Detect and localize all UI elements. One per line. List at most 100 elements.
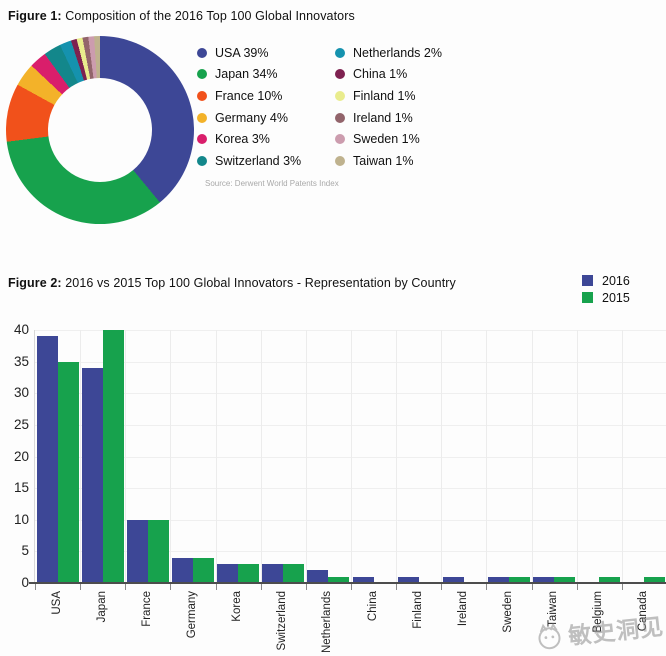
category-group-china (351, 330, 396, 583)
bar-2016-usa (36, 336, 58, 583)
gridline-vertical (396, 330, 398, 583)
gridline-vertical (125, 330, 127, 583)
figure1-title-bold: Figure 1: (8, 9, 62, 23)
figure1-title: Figure 1: Composition of the 2016 Top 10… (8, 9, 355, 23)
axis-tick (621, 583, 623, 590)
axis-tick (170, 583, 172, 590)
axis-tick (260, 583, 262, 590)
legend-color-dot (335, 134, 345, 145)
bar-chart-plot-area (34, 330, 666, 590)
y-axis-label: 30 (13, 385, 29, 401)
bar-2016-ireland (442, 576, 464, 583)
legend-label: Netherlands 2% (353, 45, 442, 60)
x-axis-label: France (140, 591, 153, 627)
gridline-horizontal (35, 361, 666, 363)
legend-item: Finland 1% (335, 85, 465, 107)
category-group-france (125, 330, 170, 583)
category-group-korea (216, 330, 261, 583)
y-axis-label: 10 (13, 511, 29, 527)
gridline-vertical (215, 330, 217, 583)
bar-2016-japan (81, 367, 103, 583)
legend-item: Switzerland 3% (197, 150, 333, 172)
bar-2015-switzerland (283, 564, 305, 583)
donut-chart (6, 36, 194, 224)
legend-label: Finland 1% (353, 88, 416, 103)
donut-legend-column-2: Netherlands 2% China 1% Finland 1% Ireland … (335, 42, 465, 172)
x-axis-label: Sweden (502, 591, 514, 633)
gridline-horizontal (35, 456, 666, 458)
category-group-usa (35, 330, 80, 583)
x-axis-label: Netherlands (321, 591, 334, 654)
bar-2015-germany (192, 557, 214, 583)
legend-label: France 10% (215, 88, 283, 103)
legend-item-2015: 2015 (582, 289, 630, 306)
legend-swatch-2015 (582, 292, 593, 303)
gridline-horizontal (35, 488, 666, 490)
bar-2016-germany (171, 557, 193, 583)
legend-item: China 1% (335, 64, 465, 86)
axis-tick (125, 583, 127, 590)
legend-label: Ireland 1% (353, 110, 413, 125)
legend-item: France 10% (197, 85, 333, 107)
legend-color-dot (197, 69, 207, 80)
category-group-taiwan (532, 330, 577, 583)
legend-label: Korea 3% (215, 132, 270, 147)
category-group-switzerland (261, 330, 306, 583)
legend-item: Germany 4% (197, 107, 333, 129)
category-group-canada (622, 330, 666, 583)
category-group-netherlands (306, 330, 351, 583)
gridline-vertical (170, 330, 172, 583)
gridline-horizontal (35, 519, 666, 521)
category-group-belgium (577, 330, 622, 583)
figure2-title: Figure 2: 2016 vs 2015 Top 100 Global In… (8, 276, 456, 290)
y-axis: 0 5 10 15 20 25 30 35 40 (0, 322, 29, 590)
y-axis-label: 0 (21, 575, 29, 590)
axis-tick (486, 583, 488, 590)
legend-item: Netherlands 2% (335, 42, 465, 64)
legend-item: Taiwan 1% (335, 150, 465, 172)
category-group-ireland (441, 330, 486, 583)
legend-color-dot (335, 69, 345, 80)
axis-tick (215, 583, 217, 590)
gridline-vertical (486, 330, 488, 583)
bar-2016-netherlands (307, 570, 329, 583)
axis-tick (531, 583, 533, 590)
legend-item: Sweden 1% (335, 128, 465, 150)
legend-label: Japan 34% (215, 67, 278, 82)
bar-2016-sweden (487, 576, 509, 583)
gridline-vertical (305, 330, 307, 583)
bar-2015-canada (644, 576, 666, 583)
legend-color-dot (197, 47, 207, 58)
legend-item: USA 39% (197, 42, 333, 64)
gridline-vertical (621, 330, 623, 583)
x-axis-label: Korea (231, 591, 244, 622)
legend-color-dot (335, 112, 345, 123)
bar-2015-taiwan (554, 576, 576, 583)
axis-tick (351, 583, 352, 590)
gridline-vertical (80, 330, 82, 583)
legend-item: Japan 34% (197, 64, 333, 86)
bar-2016-switzerland (262, 564, 284, 583)
x-axis-label: Switzerland (276, 591, 289, 651)
axis-tick (441, 583, 443, 590)
legend-label-2016: 2016 (602, 273, 630, 288)
x-axis-label: Ireland (456, 591, 469, 627)
legend-item: Korea 3% (197, 128, 333, 150)
axis-tick (80, 583, 82, 590)
legend-color-dot (197, 112, 207, 123)
x-axis-label: Finland (411, 591, 424, 629)
gridline-horizontal (35, 393, 666, 395)
y-axis-label: 20 (13, 448, 29, 464)
legend-color-dot (335, 155, 345, 166)
category-group-germany (170, 330, 215, 583)
legend-label: Germany 4% (215, 110, 288, 125)
gridline-horizontal (35, 551, 666, 553)
bar-2015-netherlands (328, 576, 350, 583)
x-axis-label: Japan (95, 591, 108, 623)
axis-tick (35, 583, 36, 590)
legend-color-dot (335, 47, 345, 58)
bar-2015-korea (238, 564, 260, 583)
y-axis-label: 25 (13, 416, 29, 432)
category-group-finland (396, 330, 441, 583)
bar-2016-france (126, 519, 148, 583)
